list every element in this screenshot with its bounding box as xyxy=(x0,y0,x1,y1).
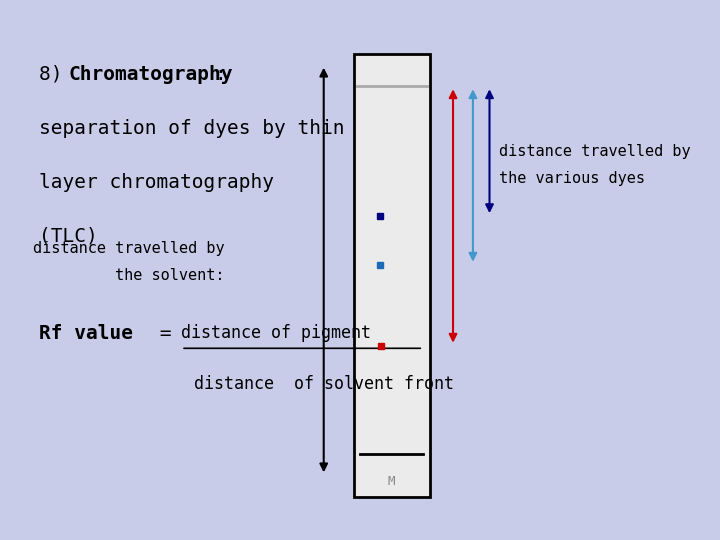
Text: distance of pigment: distance of pigment xyxy=(181,324,371,342)
Text: =: = xyxy=(148,324,195,343)
Text: the solvent:: the solvent: xyxy=(114,268,224,283)
Text: distance travelled by: distance travelled by xyxy=(32,241,224,256)
Text: (TLC): (TLC) xyxy=(39,227,97,246)
Text: M: M xyxy=(388,475,395,488)
Bar xyxy=(354,54,430,497)
Text: Rf value: Rf value xyxy=(39,324,132,343)
Text: 8): 8) xyxy=(39,65,73,84)
Text: separation of dyes by thin: separation of dyes by thin xyxy=(39,119,344,138)
Text: the various dyes: the various dyes xyxy=(500,171,645,186)
Text: distance travelled by: distance travelled by xyxy=(500,144,691,159)
Text: :: : xyxy=(215,65,226,84)
Text: distance  of solvent front: distance of solvent front xyxy=(194,375,454,393)
Text: layer chromatography: layer chromatography xyxy=(39,173,274,192)
Text: Chromatography: Chromatography xyxy=(68,65,233,84)
